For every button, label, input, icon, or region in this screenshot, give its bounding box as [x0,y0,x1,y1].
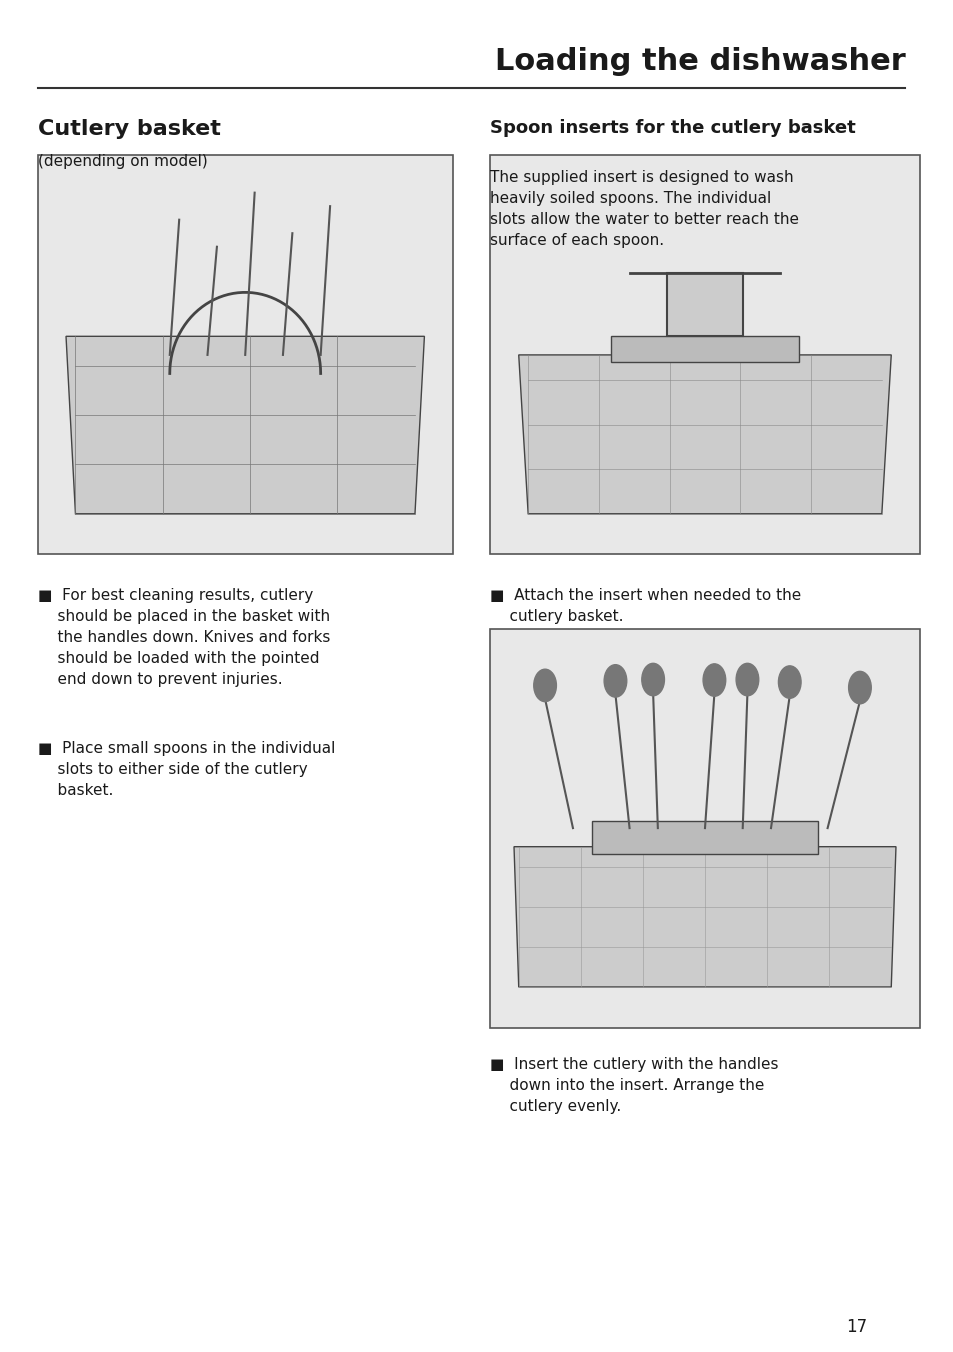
Polygon shape [610,337,799,362]
Circle shape [641,664,663,696]
Polygon shape [514,846,895,987]
Polygon shape [518,356,890,514]
Text: ■  Attach the insert when needed to the
    cutlery basket.: ■ Attach the insert when needed to the c… [490,588,801,625]
FancyBboxPatch shape [38,155,453,554]
Circle shape [848,672,870,704]
FancyBboxPatch shape [490,629,919,1028]
Text: ■  Place small spoons in the individual
    slots to either side of the cutlery
: ■ Place small spoons in the individual s… [38,741,335,798]
Polygon shape [66,337,424,514]
Circle shape [702,664,725,696]
Circle shape [778,665,801,698]
Text: ■  For best cleaning results, cutlery
    should be placed in the basket with
  : ■ For best cleaning results, cutlery sho… [38,588,330,687]
Text: Cutlery basket: Cutlery basket [38,119,220,139]
Polygon shape [666,273,742,337]
Text: Loading the dishwasher: Loading the dishwasher [495,47,904,76]
Text: 17: 17 [845,1318,867,1336]
Circle shape [534,669,556,702]
Circle shape [603,665,626,698]
Circle shape [736,664,758,696]
Text: ■  Insert the cutlery with the handles
    down into the insert. Arrange the
   : ■ Insert the cutlery with the handles do… [490,1057,778,1114]
Text: The supplied insert is designed to wash
heavily soiled spoons. The individual
sl: The supplied insert is designed to wash … [490,170,799,249]
Text: Spoon inserts for the cutlery basket: Spoon inserts for the cutlery basket [490,119,855,137]
FancyBboxPatch shape [490,155,919,554]
Text: (depending on model): (depending on model) [38,154,207,169]
Polygon shape [591,821,818,854]
